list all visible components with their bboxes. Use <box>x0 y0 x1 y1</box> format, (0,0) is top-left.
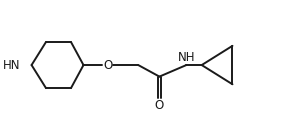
Text: NH: NH <box>178 51 195 64</box>
Text: O: O <box>155 99 164 112</box>
Text: O: O <box>103 59 112 72</box>
Text: HN: HN <box>2 59 20 72</box>
